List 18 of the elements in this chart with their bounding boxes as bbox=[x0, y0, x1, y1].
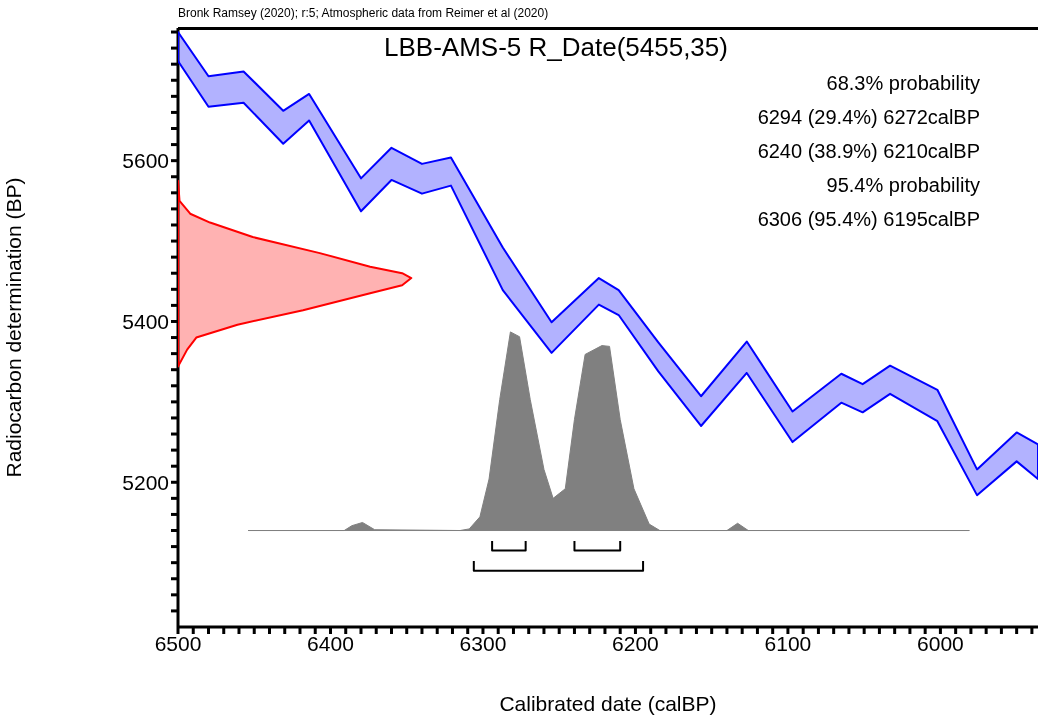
x-tick-label: 6100 bbox=[764, 631, 812, 655]
x-tick-label: 6400 bbox=[307, 631, 354, 655]
annotation: 68.3% probability bbox=[826, 72, 980, 95]
chart-title: LBB-AMS-5 R_Date(5455,35) bbox=[384, 32, 728, 63]
x-tick-label: 6000 bbox=[917, 631, 964, 655]
y-axis-title: Radiocarbon determination (BP) bbox=[2, 177, 26, 478]
annotation: 95.4% probability bbox=[826, 174, 980, 197]
x-tick-label: 6500 bbox=[154, 631, 202, 655]
y-tick-label: 5200 bbox=[122, 470, 169, 494]
x-axis-title: Calibrated date (calBP) bbox=[499, 692, 717, 715]
x-tick-label: 6300 bbox=[459, 631, 507, 655]
annotation: 6306 (95.4%) 6195calBP bbox=[757, 208, 980, 231]
y-tick-label: 5400 bbox=[122, 309, 169, 333]
annotation: 6240 (38.9%) 6210calBP bbox=[757, 140, 980, 163]
text: Bronk Ramsey (2020); r:5; Atmospheric data from Reimer et al (2020) bbox=[178, 6, 549, 20]
x-tick-label: 6200 bbox=[612, 631, 659, 655]
annotation: 6294 (29.4%) 6272calBP bbox=[757, 106, 980, 129]
y-tick-label: 5600 bbox=[122, 149, 169, 173]
